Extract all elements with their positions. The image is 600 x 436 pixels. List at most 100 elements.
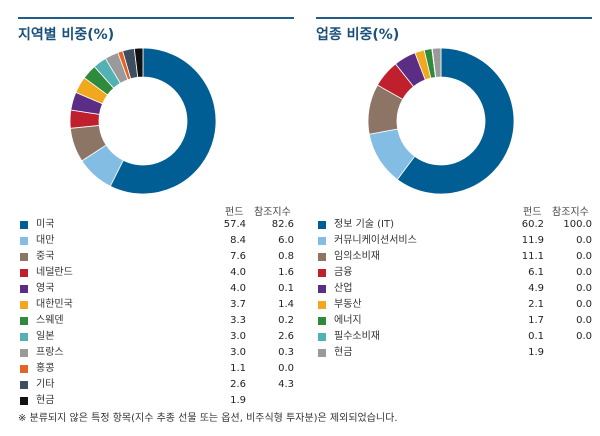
legend-row: 에너지 1.7 0.0 bbox=[316, 313, 592, 329]
fund-value: 0.1 bbox=[528, 331, 544, 342]
sector-header-index: 참조지수 bbox=[552, 207, 589, 218]
legend-row: 산업 4.9 0.0 bbox=[316, 281, 592, 297]
legend-label: 임의소비재 bbox=[334, 251, 380, 262]
legend-row: 스웨덴 3.3 0.2 bbox=[18, 313, 294, 329]
index-value: 0.2 bbox=[278, 315, 294, 326]
region-panel: 지역별 비중(%) 펀드 참조지수 미국 57.4 82.6 대만 8.4 6.0 중국 7.… bbox=[18, 0, 296, 406]
legend-swatch bbox=[318, 237, 326, 245]
fund-value: 3.0 bbox=[230, 347, 246, 358]
legend-row: 일본 3.0 2.6 bbox=[18, 329, 294, 345]
legend-label: 커뮤니케이션서비스 bbox=[334, 235, 417, 246]
fund-value: 11.9 bbox=[521, 235, 544, 246]
index-value: 0.1 bbox=[278, 283, 294, 294]
sector-top-rule bbox=[316, 17, 592, 19]
legend-label: 정보 기술 (IT) bbox=[334, 219, 395, 230]
index-value: 4.3 bbox=[278, 379, 294, 390]
legend-swatch bbox=[318, 317, 326, 325]
legend-label: 네덜란드 bbox=[36, 267, 73, 278]
fund-value: 4.0 bbox=[230, 283, 246, 294]
legend-swatch bbox=[20, 317, 28, 325]
fund-value: 1.1 bbox=[230, 363, 246, 374]
fund-value: 3.0 bbox=[230, 331, 246, 342]
fund-value: 11.1 bbox=[521, 251, 544, 262]
fund-value: 1.7 bbox=[528, 315, 544, 326]
legend-row: 프랑스 3.0 0.3 bbox=[18, 345, 294, 361]
index-value: 1.4 bbox=[278, 299, 294, 310]
legend-row: 필수소비재 0.1 0.0 bbox=[316, 329, 592, 345]
legend-label: 미국 bbox=[36, 219, 55, 230]
legend-row: 기타 2.6 4.3 bbox=[18, 377, 294, 393]
legend-row: 금융 6.1 0.0 bbox=[316, 265, 592, 281]
legend-row: 부동산 2.1 0.0 bbox=[316, 297, 592, 313]
legend-row: 미국 57.4 82.6 bbox=[18, 217, 294, 233]
index-value: 6.0 bbox=[278, 235, 294, 246]
legend-swatch bbox=[20, 349, 28, 357]
legend-row: 홍콩 1.1 0.0 bbox=[18, 361, 294, 377]
fund-value: 8.4 bbox=[230, 235, 246, 246]
sector-donut-chart bbox=[367, 47, 515, 195]
legend-label: 스웨덴 bbox=[36, 315, 64, 326]
legend-label: 기타 bbox=[36, 379, 55, 390]
index-value: 82.6 bbox=[271, 219, 294, 230]
index-value: 0.0 bbox=[576, 283, 592, 294]
index-value: 100.0 bbox=[563, 219, 592, 230]
sector-header-fund: 펀드 bbox=[523, 207, 542, 218]
legend-swatch bbox=[20, 269, 28, 277]
legend-swatch bbox=[318, 221, 326, 229]
legend-row: 정보 기술 (IT) 60.2 100.0 bbox=[316, 217, 592, 233]
index-value: 0.0 bbox=[576, 331, 592, 342]
fund-value: 1.9 bbox=[528, 347, 544, 358]
region-top-rule bbox=[18, 17, 294, 19]
legend-row: 커뮤니케이션서비스 11.9 0.0 bbox=[316, 233, 592, 249]
legend-row: 임의소비재 11.1 0.0 bbox=[316, 249, 592, 265]
fund-value: 7.6 bbox=[230, 251, 246, 262]
fund-value: 2.6 bbox=[230, 379, 246, 390]
legend-swatch bbox=[318, 285, 326, 293]
donut-slice-12 bbox=[133, 47, 144, 78]
region-legend-table: 미국 57.4 82.6 대만 8.4 6.0 중국 7.6 0.8 네덜란드 4.0 1.6 영국 4.… bbox=[18, 217, 294, 409]
index-value: 2.6 bbox=[278, 331, 294, 342]
legend-label: 현금 bbox=[36, 395, 55, 406]
legend-row: 영국 4.0 0.1 bbox=[18, 281, 294, 297]
legend-swatch bbox=[318, 253, 326, 261]
fund-value: 3.3 bbox=[230, 315, 246, 326]
legend-swatch bbox=[20, 365, 28, 373]
legend-label: 홍콩 bbox=[36, 363, 55, 374]
legend-row: 대만 8.4 6.0 bbox=[18, 233, 294, 249]
legend-label: 부동산 bbox=[334, 299, 362, 310]
legend-label: 대한민국 bbox=[36, 299, 73, 310]
sector-chart-title: 업종 비중(%) bbox=[316, 27, 400, 43]
legend-swatch bbox=[318, 349, 326, 357]
fund-value: 6.1 bbox=[528, 267, 544, 278]
legend-label: 필수소비재 bbox=[334, 331, 380, 342]
donut-slice-9 bbox=[431, 47, 442, 78]
sector-panel: 업종 비중(%) 펀드 참조지수 정보 기술 (IT) 60.2 100.0 커뮤니케… bbox=[316, 0, 594, 400]
legend-swatch bbox=[20, 253, 28, 261]
region-header-fund: 펀드 bbox=[225, 207, 244, 218]
fund-value: 3.7 bbox=[230, 299, 246, 310]
legend-swatch bbox=[318, 301, 326, 309]
legend-label: 금융 bbox=[334, 267, 353, 278]
region-chart-title: 지역별 비중(%) bbox=[18, 27, 115, 43]
region-header-index: 참조지수 bbox=[254, 207, 291, 218]
legend-swatch bbox=[318, 269, 326, 277]
legend-swatch bbox=[318, 333, 326, 341]
legend-swatch bbox=[20, 333, 28, 341]
index-value: 1.6 bbox=[278, 267, 294, 278]
legend-swatch bbox=[20, 237, 28, 245]
legend-label: 일본 bbox=[36, 331, 55, 342]
index-value: 0.0 bbox=[576, 235, 592, 246]
legend-swatch bbox=[20, 285, 28, 293]
index-value: 0.8 bbox=[278, 251, 294, 262]
legend-row: 네덜란드 4.0 1.6 bbox=[18, 265, 294, 281]
legend-label: 현금 bbox=[334, 347, 353, 358]
legend-swatch bbox=[20, 301, 28, 309]
index-value: 0.0 bbox=[576, 267, 592, 278]
fund-value: 60.2 bbox=[521, 219, 544, 230]
index-value: 0.0 bbox=[576, 315, 592, 326]
legend-swatch bbox=[20, 397, 28, 405]
sector-legend-table: 정보 기술 (IT) 60.2 100.0 커뮤니케이션서비스 11.9 0.0 임의소비재… bbox=[316, 217, 592, 361]
index-value: 0.0 bbox=[576, 299, 592, 310]
legend-label: 영국 bbox=[36, 283, 55, 294]
donut-slice-1 bbox=[396, 47, 515, 195]
